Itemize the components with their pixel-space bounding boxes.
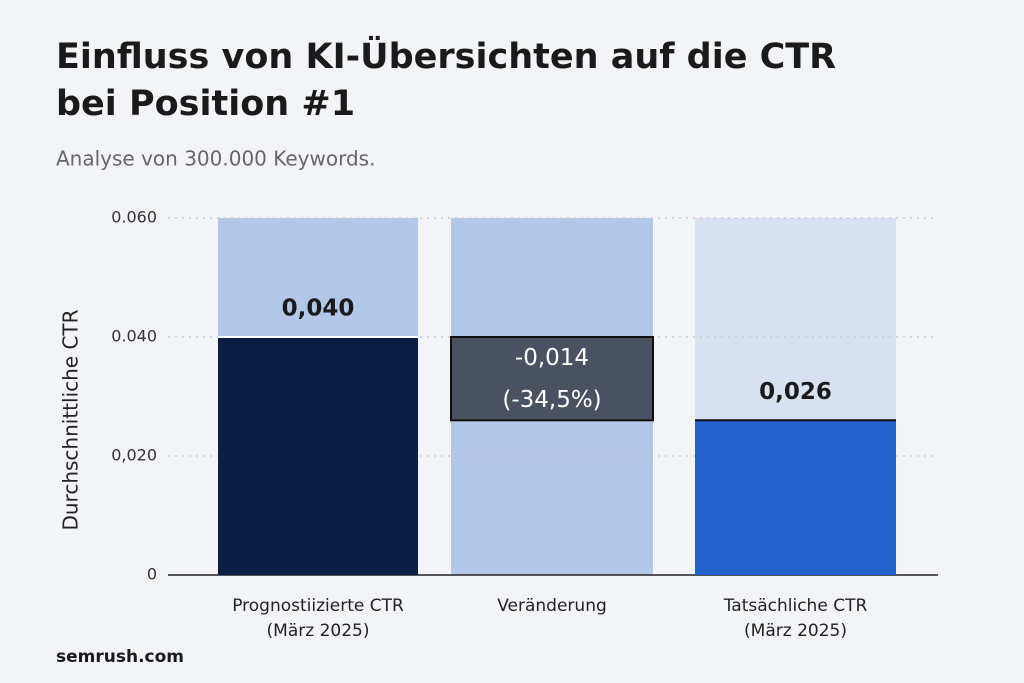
y-tick-label: 0 [147, 565, 157, 584]
annotation: (-34,5%) [502, 387, 601, 413]
bar [450, 336, 654, 422]
value-label: 0,040 [282, 296, 355, 322]
y-tick-label: 0.040 [111, 327, 157, 346]
value-label: -0,014 [515, 345, 589, 371]
x-tick-label: (März 2025) [744, 621, 847, 641]
y-axis-label: Durchschnittliche CTR [59, 309, 83, 530]
subtitle: Analyse von 300.000 Keywords. [56, 147, 375, 171]
source: semrush.com [56, 647, 184, 667]
x-tick-label: Veränderung [497, 596, 607, 616]
x-tick-label: Prognostiizierte CTR [232, 596, 404, 616]
y-tick-label: 0,020 [111, 446, 157, 465]
chart-title: bei Position #1 [56, 84, 355, 124]
y-tick-label: 0.060 [111, 208, 157, 227]
x-tick-label: (März 2025) [267, 621, 370, 641]
value-label: 0,026 [759, 379, 832, 405]
x-tick-label: Tatsächliche CTR [723, 596, 868, 616]
bar [695, 420, 896, 575]
chart-title: Einfluss von KI-Übersichten auf die CTR [56, 35, 836, 77]
bar [218, 337, 418, 575]
